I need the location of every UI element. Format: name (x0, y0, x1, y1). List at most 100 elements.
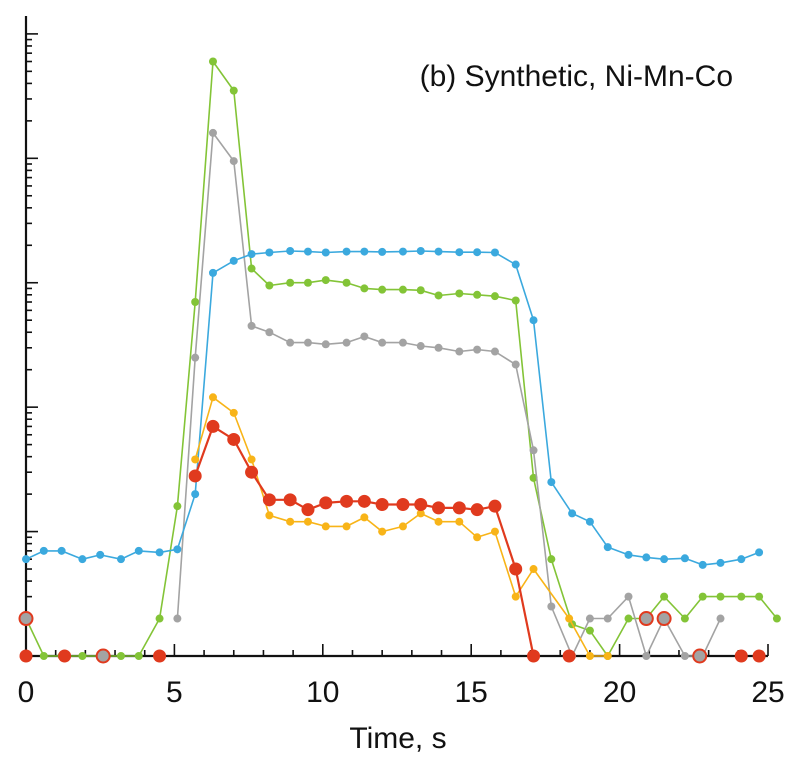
data-point (660, 555, 669, 564)
data-point (455, 248, 464, 257)
data-point (229, 86, 238, 95)
data-point (303, 517, 312, 526)
data-point (434, 517, 443, 526)
data-point (247, 455, 256, 464)
data-point (262, 493, 276, 507)
data-point (490, 248, 499, 257)
axes (24, 16, 769, 658)
data-point (357, 494, 371, 508)
series-layer (18, 57, 781, 664)
data-point (660, 592, 669, 601)
data-point (301, 503, 315, 517)
data-point (378, 338, 387, 347)
data-point (303, 338, 312, 347)
data-point (511, 592, 520, 601)
data-point (342, 338, 351, 347)
data-point (585, 517, 594, 526)
data-point (265, 281, 274, 290)
data-point (321, 340, 330, 349)
data-point (245, 465, 259, 479)
data-point (772, 614, 781, 623)
data-point (680, 554, 689, 563)
data-point (511, 260, 520, 269)
data-point (265, 511, 274, 520)
data-point (153, 649, 167, 663)
data-point (585, 652, 594, 660)
data-point (470, 503, 484, 517)
series-0 (22, 57, 781, 660)
data-point (396, 498, 410, 512)
data-point (57, 546, 66, 555)
data-point (698, 560, 707, 569)
data-point (624, 592, 633, 601)
data-point (473, 290, 482, 299)
data-point (752, 649, 766, 663)
data-point (529, 446, 538, 455)
data-point (319, 496, 333, 510)
data-point (737, 592, 746, 601)
data-point (416, 342, 425, 351)
data-point (624, 550, 633, 559)
data-point (265, 328, 274, 337)
data-point (321, 248, 330, 257)
data-point (191, 298, 200, 307)
data-point (680, 614, 689, 623)
series-line (176, 132, 722, 657)
data-point (455, 517, 464, 526)
x-tick-label: 0 (18, 676, 35, 709)
data-point (360, 332, 369, 341)
data-point (473, 345, 482, 354)
data-point (603, 543, 612, 552)
data-point (208, 128, 217, 137)
data-point (562, 649, 576, 663)
data-point (378, 285, 387, 294)
data-point (416, 246, 425, 255)
data-point (716, 558, 725, 567)
data-point (340, 494, 354, 508)
data-point (414, 498, 428, 512)
data-point (229, 408, 238, 417)
data-point (173, 545, 182, 554)
data-point (398, 247, 407, 256)
x-tick-label: 5 (166, 676, 183, 709)
data-point (342, 278, 351, 287)
data-point (22, 555, 30, 564)
data-point (116, 652, 125, 660)
series-line (25, 250, 760, 566)
data-point (360, 247, 369, 256)
data-point (527, 649, 541, 663)
data-point (568, 509, 577, 518)
data-point (342, 247, 351, 256)
data-point (19, 649, 33, 663)
data-point (585, 626, 594, 635)
data-point (490, 347, 499, 356)
data-point (303, 247, 312, 256)
data-point (473, 533, 482, 542)
data-point (78, 652, 87, 660)
data-point (638, 611, 654, 627)
data-point (680, 652, 689, 660)
data-point (286, 517, 295, 526)
data-point (39, 546, 48, 555)
data-point (603, 652, 612, 660)
data-point (378, 247, 387, 256)
data-point (360, 513, 369, 522)
data-point (286, 246, 295, 255)
data-point (416, 509, 425, 518)
series-line (194, 425, 535, 657)
data-point (134, 546, 143, 555)
x-tick-label: 10 (306, 676, 339, 709)
data-point (173, 614, 182, 623)
data-point (455, 289, 464, 298)
data-point (737, 555, 746, 564)
data-point (603, 614, 612, 623)
series-1 (173, 128, 725, 660)
data-point (398, 522, 407, 531)
x-axis-title: Time, s (349, 722, 446, 755)
data-point (116, 555, 125, 564)
data-point (303, 278, 312, 287)
data-point (434, 343, 443, 352)
data-point (208, 268, 217, 277)
data-point (434, 247, 443, 256)
data-point (547, 555, 556, 564)
